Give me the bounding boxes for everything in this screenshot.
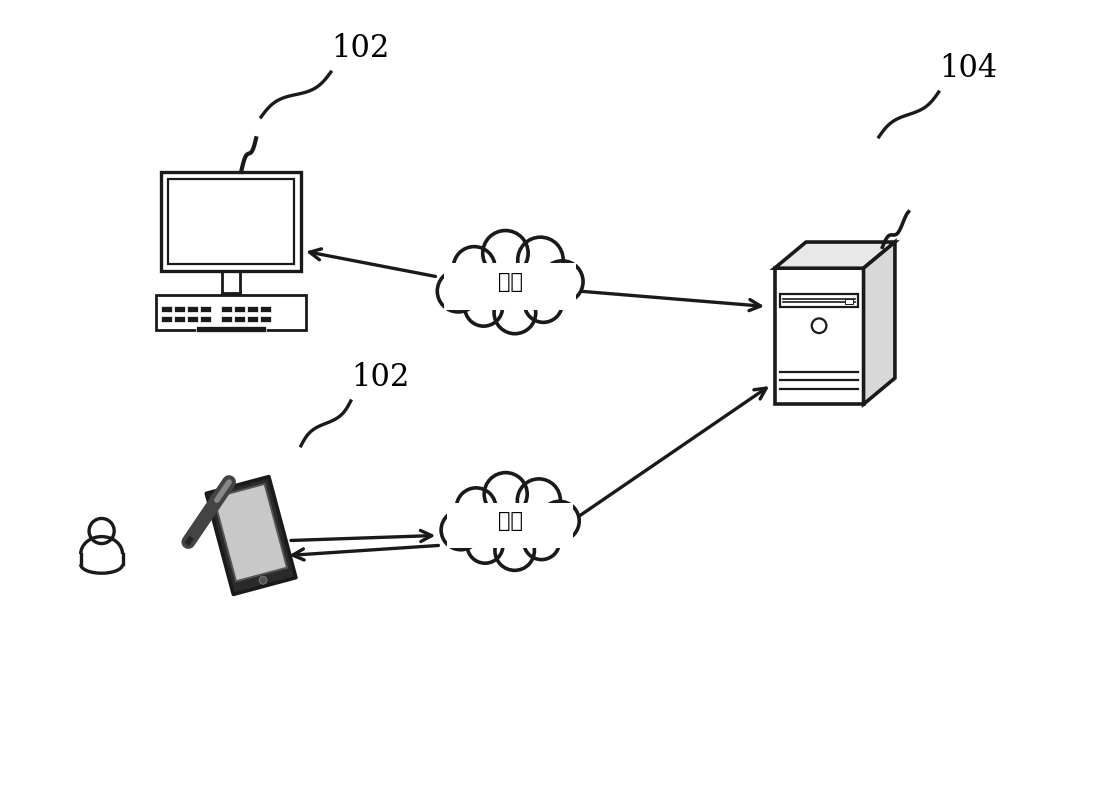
Bar xyxy=(196,326,266,332)
Circle shape xyxy=(467,527,504,564)
Text: 网络: 网络 xyxy=(498,272,523,292)
Bar xyxy=(260,316,271,322)
Polygon shape xyxy=(774,242,895,268)
Circle shape xyxy=(495,292,536,334)
Bar xyxy=(187,307,198,312)
Circle shape xyxy=(441,510,480,549)
Bar xyxy=(175,316,186,322)
Bar xyxy=(161,172,301,271)
Circle shape xyxy=(260,576,267,584)
Bar xyxy=(845,299,853,303)
Circle shape xyxy=(464,288,502,326)
Bar xyxy=(187,316,198,322)
Bar xyxy=(448,503,573,548)
Circle shape xyxy=(525,285,562,322)
Circle shape xyxy=(517,479,561,522)
Bar xyxy=(161,316,172,322)
Text: 102: 102 xyxy=(351,362,410,393)
Circle shape xyxy=(485,472,527,516)
Circle shape xyxy=(495,531,535,571)
Circle shape xyxy=(453,247,495,288)
Ellipse shape xyxy=(466,503,555,548)
Bar xyxy=(247,316,258,322)
Ellipse shape xyxy=(463,263,557,310)
Circle shape xyxy=(811,318,827,333)
Polygon shape xyxy=(206,476,295,594)
Text: 网络: 网络 xyxy=(498,511,523,531)
Bar xyxy=(780,294,858,307)
Polygon shape xyxy=(214,484,288,582)
Circle shape xyxy=(518,237,563,283)
Bar xyxy=(247,307,258,312)
Bar xyxy=(234,307,245,312)
Polygon shape xyxy=(864,242,895,404)
Circle shape xyxy=(457,488,496,527)
Bar xyxy=(774,268,864,404)
Circle shape xyxy=(542,261,583,303)
Bar xyxy=(200,307,211,312)
Bar xyxy=(175,307,186,312)
Bar xyxy=(222,316,232,322)
Bar xyxy=(157,296,305,330)
Bar xyxy=(444,263,576,310)
Bar xyxy=(222,307,232,312)
Text: 102: 102 xyxy=(331,33,389,64)
Circle shape xyxy=(539,501,580,541)
Circle shape xyxy=(90,519,114,544)
Bar xyxy=(200,316,211,322)
Bar xyxy=(161,307,172,312)
Text: 104: 104 xyxy=(940,53,998,84)
Bar xyxy=(260,307,271,312)
Circle shape xyxy=(438,270,479,312)
Bar xyxy=(168,178,294,264)
Bar xyxy=(234,316,245,322)
Circle shape xyxy=(482,230,528,276)
Circle shape xyxy=(524,523,560,560)
